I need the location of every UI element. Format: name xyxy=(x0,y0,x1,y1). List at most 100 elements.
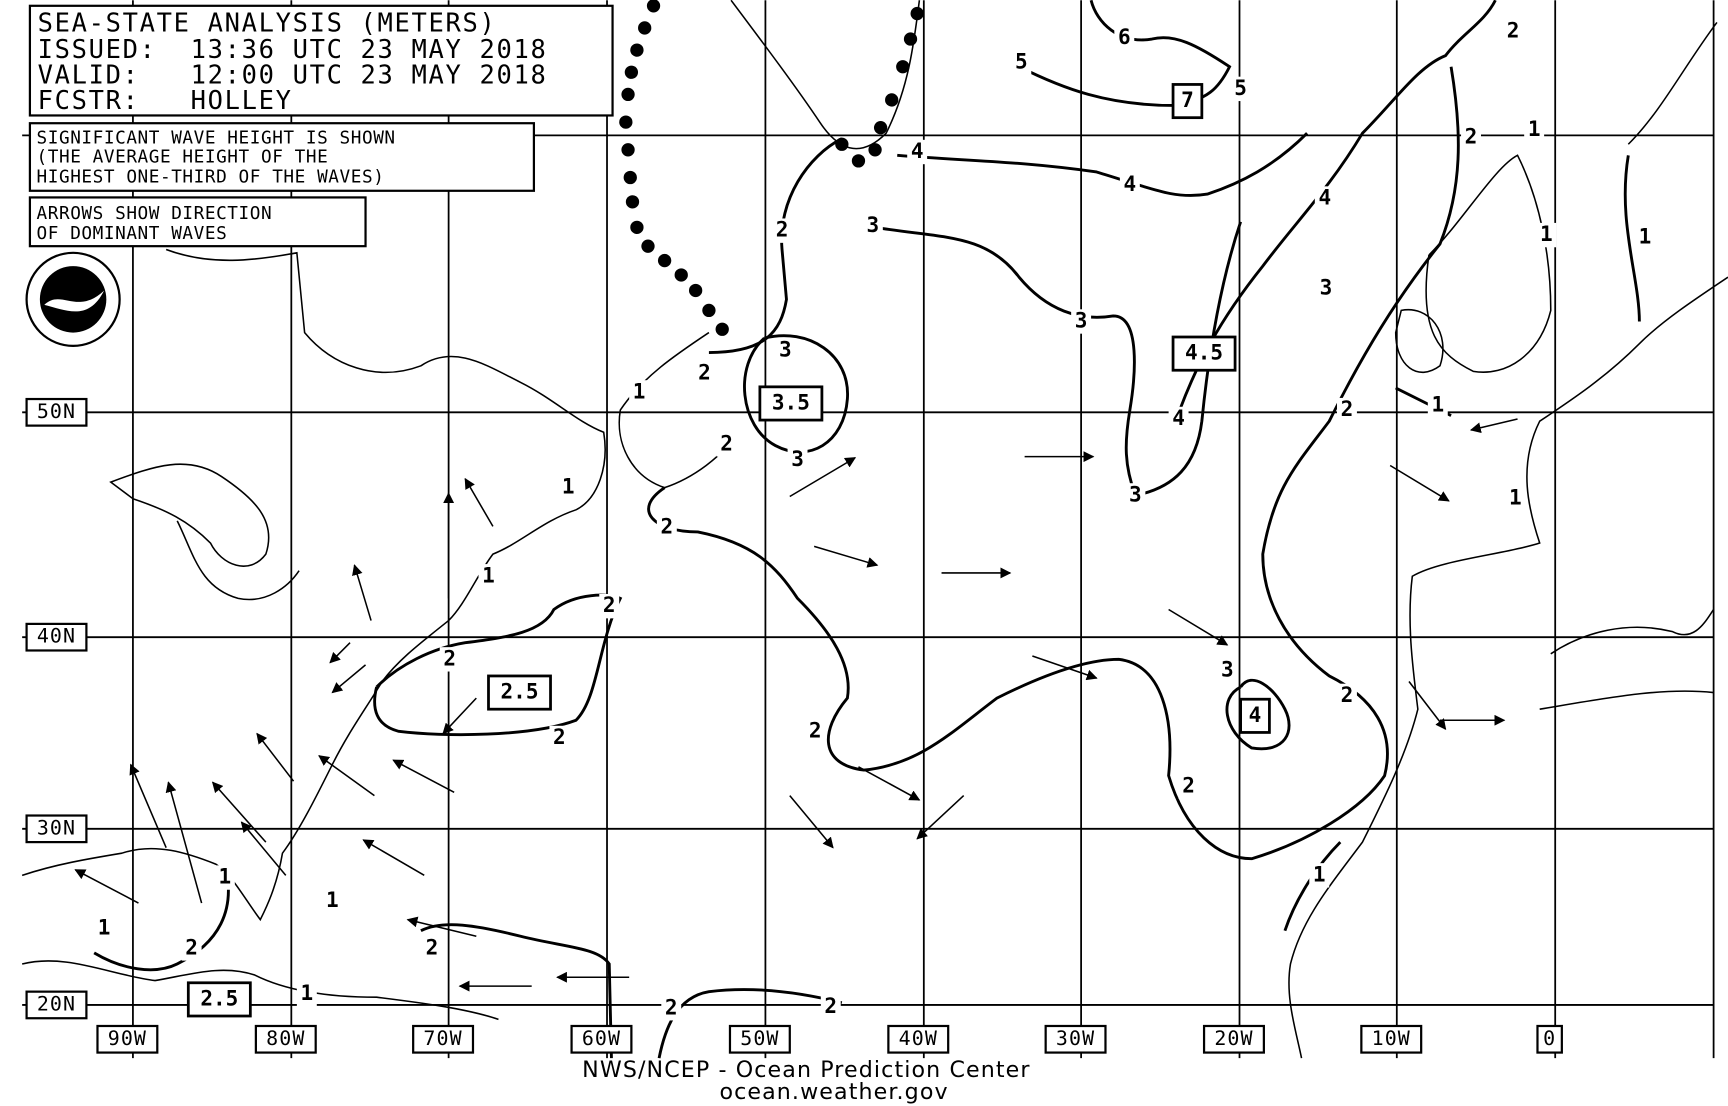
label-mask xyxy=(1336,683,1357,709)
wave-height-contour xyxy=(93,875,613,1059)
longitude-box xyxy=(96,1024,159,1054)
wave-direction-arrow xyxy=(1469,418,1518,434)
header-line: SEA-STATE ANALYSIS (METERS) xyxy=(38,9,497,39)
label-mask xyxy=(1217,658,1238,683)
longitude-box xyxy=(1360,1024,1423,1054)
coastline xyxy=(176,520,300,601)
coastline xyxy=(730,0,921,150)
ice-edge-dot xyxy=(674,268,688,282)
longitude-box xyxy=(254,1024,317,1054)
coastline xyxy=(1394,308,1444,374)
wave-height-contour xyxy=(373,593,623,737)
longitude-label: 60W xyxy=(582,1027,621,1050)
wave-direction-arrow xyxy=(1032,655,1098,681)
note-box xyxy=(28,122,536,192)
ice-edge-dot xyxy=(630,220,644,234)
latitude-label: 20N xyxy=(37,992,76,1015)
wave-height-contour xyxy=(743,334,849,454)
wave-direction-arrow xyxy=(331,664,367,694)
note-line: OF DOMINANT WAVES xyxy=(37,224,228,244)
wave-height-contour xyxy=(708,137,843,354)
label-mask xyxy=(661,996,682,1021)
label-mask xyxy=(1119,173,1140,198)
label-mask xyxy=(1536,222,1557,248)
label-mask xyxy=(656,515,677,540)
ice-edge-dot xyxy=(657,253,672,268)
ice-edge-dot xyxy=(715,322,729,336)
longitude-label: 0 xyxy=(1543,1027,1556,1050)
label-mask xyxy=(1230,76,1251,102)
contour-label: 3 xyxy=(779,336,792,361)
contour-label: 5 xyxy=(1234,75,1247,100)
ice-edge-dot xyxy=(621,143,635,157)
wave-direction-arrow xyxy=(240,821,287,876)
note-box xyxy=(28,196,367,248)
ice-edge-dot xyxy=(641,239,655,253)
latitude-box xyxy=(25,990,88,1020)
ice-edge-dot xyxy=(630,43,644,57)
latitude-box xyxy=(25,814,88,844)
contour-label: 4 xyxy=(911,138,924,163)
label-mask xyxy=(1505,486,1526,511)
contour-label: 2 xyxy=(1341,682,1354,707)
ice-edge-dot xyxy=(896,60,910,74)
contour-label: 2 xyxy=(426,934,439,959)
label-mask xyxy=(1125,483,1146,508)
coastline xyxy=(1627,21,1718,145)
label-mask xyxy=(558,475,579,500)
coastline xyxy=(21,248,606,922)
label-mask xyxy=(907,139,928,165)
wave-direction-arrow xyxy=(858,766,921,801)
longitude-box xyxy=(1044,1024,1107,1054)
boxed-value: 4 xyxy=(1249,702,1262,727)
contour-label: 2 xyxy=(603,592,616,617)
wave-direction-arrow xyxy=(916,795,965,840)
contour-label: 1 xyxy=(98,915,111,940)
label-mask xyxy=(1114,25,1135,51)
contour-label: 1 xyxy=(562,474,575,499)
wave-direction-arrow xyxy=(165,781,203,904)
header-line: ISSUED: 13:36 UTC 23 MAY 2018 xyxy=(38,35,548,65)
contour-label: 1 xyxy=(1540,221,1553,246)
wave-direction-arrow xyxy=(392,759,455,793)
label-mask xyxy=(805,719,826,744)
latitude-label: 40N xyxy=(37,625,76,648)
ice-edge-dot xyxy=(868,143,882,157)
ice-edge-dot xyxy=(638,21,652,35)
ice-edge-dot xyxy=(625,195,640,209)
coastline xyxy=(1539,690,1714,710)
wave-direction-arrow xyxy=(464,477,494,527)
label-mask xyxy=(820,994,841,1020)
wave-direction-arrow xyxy=(1408,681,1447,730)
wave-direction-arrow xyxy=(352,564,372,621)
contour-label: 5 xyxy=(1015,48,1028,73)
coastline xyxy=(21,960,499,1021)
boxed-value: 4.5 xyxy=(1185,340,1223,365)
label-mask xyxy=(1314,186,1335,211)
coastline xyxy=(109,463,270,567)
ice-edge-dot xyxy=(903,32,918,46)
ice-edge-dot xyxy=(621,87,635,102)
contour-label: 2 xyxy=(809,717,822,742)
label-mask xyxy=(322,888,343,913)
label-mask xyxy=(694,361,715,386)
contour-label: 2 xyxy=(665,994,678,1019)
longitude-label: 20W xyxy=(1214,1027,1253,1050)
contour-label: 1 xyxy=(300,980,313,1005)
wave-direction-arrow xyxy=(318,755,375,797)
boxed-value-frame xyxy=(487,674,552,711)
boxed-value-frame xyxy=(1239,697,1271,734)
label-mask xyxy=(787,447,808,473)
label-mask xyxy=(1168,406,1189,432)
header-line: VALID: 12:00 UTC 23 MAY 2018 xyxy=(38,61,548,91)
wave-direction-arrow xyxy=(256,732,295,782)
label-mask xyxy=(1524,117,1545,143)
contour-label: 1 xyxy=(1431,392,1444,417)
contour-label: 4 xyxy=(1318,185,1331,210)
longitude-label: 30W xyxy=(1056,1027,1095,1050)
wave-direction-arrow xyxy=(442,697,477,735)
longitude-label: 90W xyxy=(108,1027,147,1050)
boxed-value-frame xyxy=(186,981,252,1018)
contour-label: 6 xyxy=(1118,24,1131,49)
header-line: FCSTR: HOLLEY xyxy=(38,86,293,116)
